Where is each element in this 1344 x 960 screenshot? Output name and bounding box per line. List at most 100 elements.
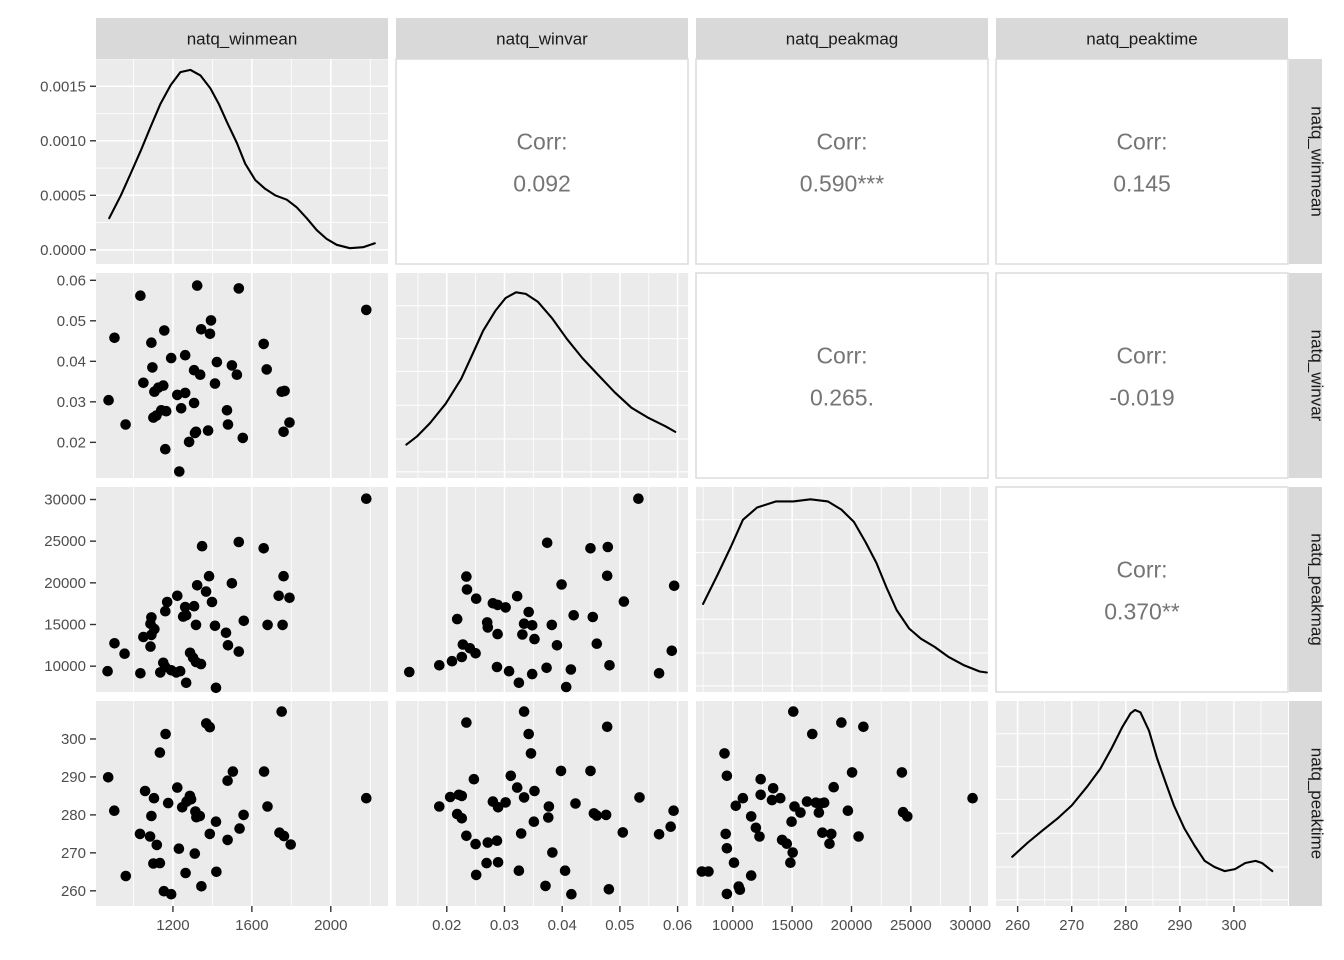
data-point [284, 592, 295, 604]
data-point [190, 426, 202, 438]
data-point [233, 283, 245, 294]
y-tick-label: 0.0015 [40, 78, 86, 95]
data-point [470, 648, 481, 659]
panel-scatter-natq_winmean-vs-natq_peakmag [96, 487, 388, 694]
data-point [526, 620, 538, 631]
data-point [470, 838, 481, 850]
data-point [902, 811, 913, 822]
scatter-points [404, 493, 680, 693]
data-point [165, 352, 177, 364]
x-axis-col-3: 260 270 280 290 300 [1005, 906, 1246, 934]
panel-background [96, 487, 388, 692]
y-tick-label: 270 [61, 845, 86, 862]
strip-background [1289, 59, 1322, 264]
panel-corr-natq_winmean-natq_peaktime: Corr: 0.145 [995, 58, 1289, 265]
data-point [172, 590, 183, 602]
data-point [209, 620, 221, 632]
data-point [492, 599, 503, 611]
data-point [179, 349, 191, 361]
data-point [461, 571, 472, 582]
data-point [730, 800, 742, 812]
density-curve [108, 68, 376, 250]
data-point [505, 770, 517, 782]
y-tick-label: 15000 [44, 617, 86, 634]
panel-background [696, 701, 988, 906]
data-point [734, 884, 746, 895]
y-tick-label: 300 [61, 731, 86, 748]
corr-title: Corr: [1116, 343, 1167, 369]
data-point [668, 580, 680, 592]
data-point [767, 783, 779, 794]
x-tick-label: 0.06 [663, 917, 692, 934]
corr-value: 0.265. [810, 385, 874, 411]
row-strip-natq_winvar: natq_winvar [1289, 273, 1327, 478]
data-point [653, 668, 665, 679]
panel-scatter-natq_winmean-vs-natq_peaktime [96, 701, 388, 906]
data-point [146, 810, 157, 822]
data-point [601, 721, 613, 733]
data-point [210, 816, 222, 827]
data-point [149, 386, 160, 398]
data-point [801, 796, 813, 807]
data-point [120, 870, 132, 882]
data-point [807, 728, 818, 740]
data-point [555, 765, 567, 777]
data-point [222, 834, 233, 846]
data-point [591, 810, 603, 821]
panel-density-natq_peaktime [996, 701, 1288, 906]
corr-title: Corr: [516, 129, 567, 155]
data-point [210, 682, 222, 694]
data-point [786, 816, 797, 827]
data-point [570, 798, 581, 809]
corr-panel-background [995, 58, 1289, 265]
panel-scatter-natq_winmean-vs-natq_winvar [96, 273, 388, 478]
row-strip-natq_winmean: natq_winmean [1289, 59, 1327, 264]
data-point [202, 425, 214, 436]
x-tick-label: 290 [1167, 917, 1192, 934]
x-tick-label: 30000 [949, 917, 991, 934]
data-point [633, 493, 644, 505]
y-tick-label: 280 [61, 807, 86, 824]
corr-panel-background [995, 272, 1289, 479]
data-point [204, 721, 216, 733]
data-point [446, 655, 458, 667]
x-axis-col-0: 1200 1600 2000 [156, 906, 347, 934]
data-point [750, 822, 762, 834]
data-point [278, 570, 289, 582]
data-point [277, 619, 288, 631]
data-point [109, 638, 120, 649]
data-point [481, 857, 492, 869]
data-point [456, 651, 468, 663]
data-point [206, 596, 218, 608]
data-point [258, 338, 270, 350]
data-point [826, 828, 837, 840]
y-tick-label: 0.05 [57, 313, 86, 330]
data-point [559, 865, 571, 876]
data-point [503, 665, 515, 677]
data-point [138, 631, 149, 643]
scatter-points [434, 706, 679, 900]
data-point [719, 748, 730, 759]
column-strip-natq_winmean: natq_winmean [96, 18, 388, 59]
data-point [196, 540, 208, 552]
corr-panel-background [695, 58, 989, 265]
panel-background [396, 487, 688, 692]
panel-corr-natq_winvar-natq_peakmag: Corr: 0.265. [695, 272, 989, 479]
data-point [238, 809, 249, 821]
data-point [154, 747, 166, 758]
density-curve [1011, 708, 1274, 873]
panel-corr-natq_peakmag-natq_peaktime: Corr: 0.370** [995, 486, 1289, 693]
data-point [896, 767, 908, 778]
data-point [665, 821, 676, 832]
data-point [721, 888, 733, 900]
strip-label: natq_winvar [1308, 330, 1327, 422]
data-point [568, 610, 579, 621]
data-point [818, 797, 830, 808]
data-point [194, 369, 206, 381]
data-point [518, 706, 530, 717]
data-point [754, 831, 765, 842]
panel-density-natq_peakmag [696, 487, 988, 692]
data-point [285, 839, 297, 850]
data-point [361, 304, 372, 316]
data-point [755, 773, 766, 785]
